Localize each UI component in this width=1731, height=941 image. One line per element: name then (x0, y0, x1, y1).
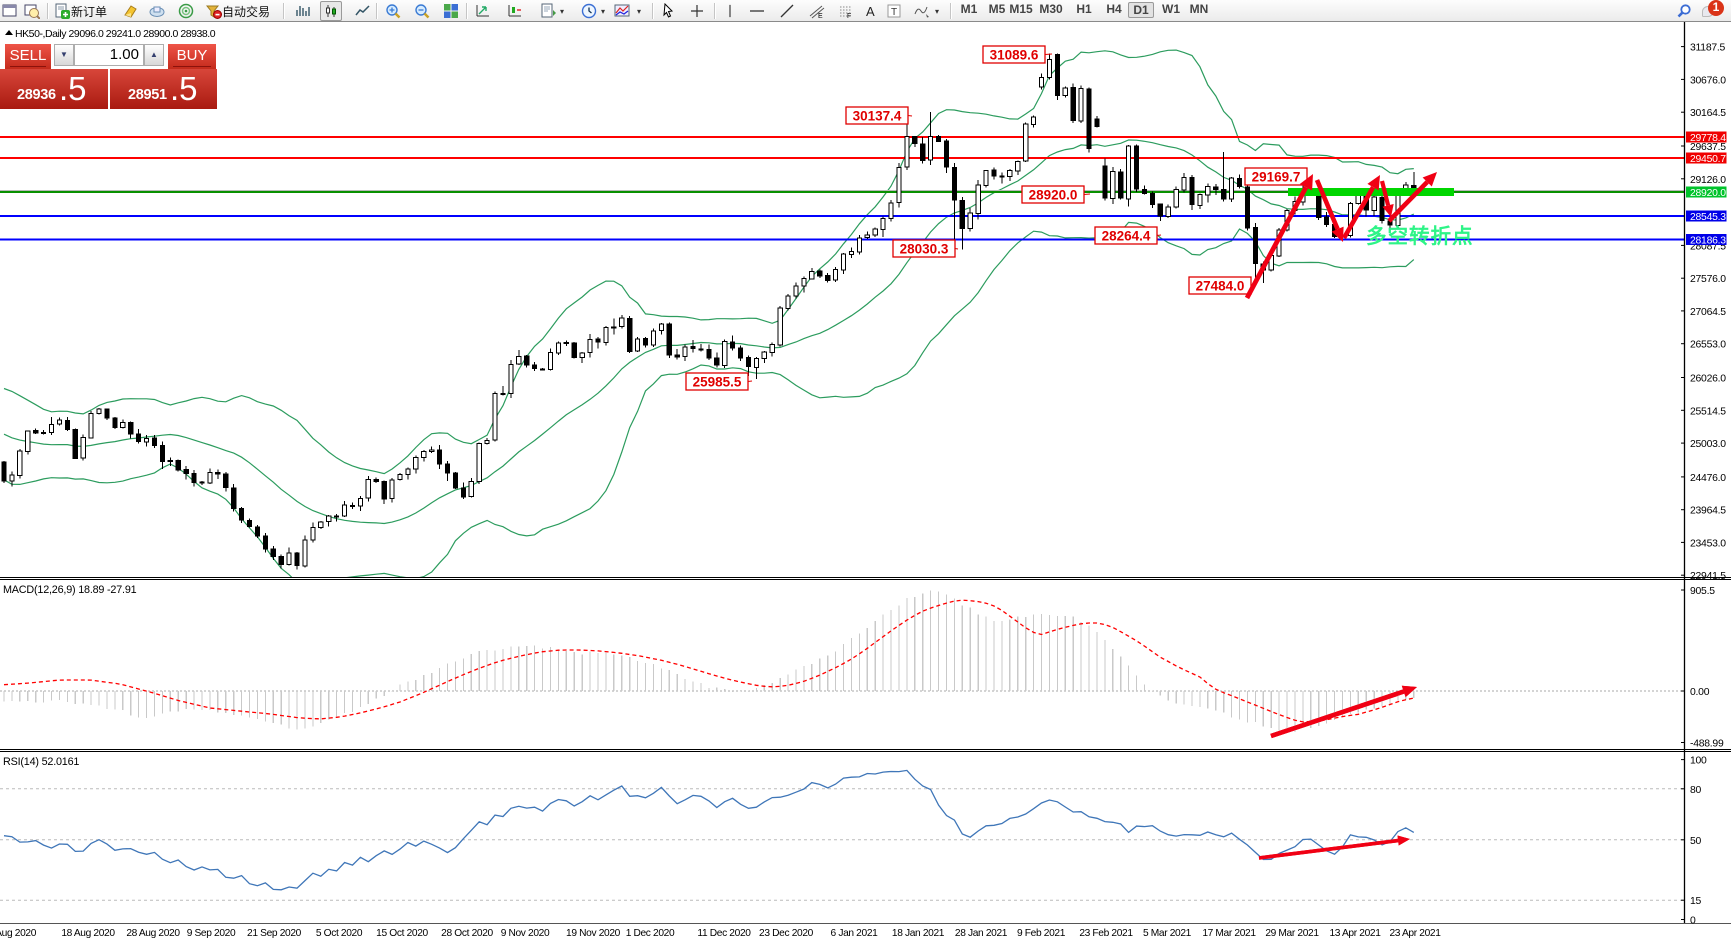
svg-text:29 Mar 2021: 29 Mar 2021 (1265, 928, 1319, 939)
svg-text:9 Sep 2020: 9 Sep 2020 (187, 928, 236, 939)
svg-text:29637.5: 29637.5 (1690, 142, 1726, 153)
svg-text:28264.4: 28264.4 (1102, 229, 1151, 244)
svg-text:28 Oct 2020: 28 Oct 2020 (441, 928, 493, 939)
svg-text:RSI(14) 52.0161: RSI(14) 52.0161 (3, 756, 79, 768)
svg-text:多空转折点: 多空转折点 (1366, 224, 1474, 248)
svg-text:31187.5: 31187.5 (1690, 43, 1726, 54)
svg-text:27484.0: 27484.0 (1196, 279, 1245, 294)
svg-text:5 Oct 2020: 5 Oct 2020 (316, 928, 363, 939)
svg-text:T: T (891, 7, 897, 18)
svg-text:23 Feb 2021: 23 Feb 2021 (1079, 928, 1133, 939)
svg-text:905.5: 905.5 (1690, 586, 1715, 597)
svg-text:28 Aug 2020: 28 Aug 2020 (126, 928, 180, 939)
svg-text:23 Dec 2020: 23 Dec 2020 (759, 928, 814, 939)
svg-text:28920.0: 28920.0 (1690, 188, 1726, 199)
svg-text:29450.7: 29450.7 (1690, 154, 1726, 165)
svg-text:23964.5: 23964.5 (1690, 506, 1726, 517)
svg-text:HK50-,Daily 29096.0 29241.0 2: HK50-,Daily 29096.0 29241.0 28900.0 2893… (15, 28, 216, 40)
svg-text:21 Sep 2020: 21 Sep 2020 (247, 928, 302, 939)
svg-text:25985.5: 25985.5 (693, 375, 742, 390)
svg-text:F: F (847, 13, 851, 19)
svg-text:-488.99: -488.99 (1690, 739, 1724, 750)
svg-text:13 Apr 2021: 13 Apr 2021 (1329, 928, 1381, 939)
svg-text:23453.0: 23453.0 (1690, 538, 1726, 549)
svg-text:100: 100 (1690, 756, 1707, 767)
svg-text:28920.0: 28920.0 (1029, 188, 1078, 203)
svg-text:MACD(12,26,9) 18.89 -27.91: MACD(12,26,9) 18.89 -27.91 (3, 584, 137, 596)
svg-text:0: 0 (1690, 916, 1696, 927)
svg-text:28545.3: 28545.3 (1690, 212, 1726, 223)
svg-text:9 Nov 2020: 9 Nov 2020 (501, 928, 550, 939)
svg-text:80: 80 (1690, 785, 1702, 796)
svg-text:6 Jan 2021: 6 Jan 2021 (831, 928, 879, 939)
svg-text:29778.4: 29778.4 (1690, 133, 1726, 144)
svg-text:0.00: 0.00 (1690, 687, 1710, 698)
svg-text:30676.0: 30676.0 (1690, 75, 1726, 86)
svg-text:28186.3: 28186.3 (1690, 236, 1726, 247)
svg-text:30164.5: 30164.5 (1690, 108, 1726, 119)
svg-text:5 Mar 2021: 5 Mar 2021 (1143, 928, 1192, 939)
svg-text:24476.0: 24476.0 (1690, 473, 1726, 484)
svg-text:15: 15 (1690, 896, 1702, 907)
svg-text:28030.3: 28030.3 (900, 242, 949, 257)
svg-text:27064.5: 27064.5 (1690, 307, 1726, 318)
svg-text:25514.5: 25514.5 (1690, 406, 1726, 417)
svg-text:18 Aug 2020: 18 Aug 2020 (61, 928, 115, 939)
svg-text:28087.5: 28087.5 (1690, 241, 1726, 252)
svg-text:25003.0: 25003.0 (1690, 439, 1726, 450)
svg-text:6 Aug 2020: 6 Aug 2020 (0, 928, 37, 939)
svg-text:1 Dec 2020: 1 Dec 2020 (626, 928, 675, 939)
svg-text:26026.0: 26026.0 (1690, 374, 1726, 385)
svg-text:23 Apr 2021: 23 Apr 2021 (1389, 928, 1441, 939)
svg-text:26553.0: 26553.0 (1690, 340, 1726, 351)
svg-text:17 Mar 2021: 17 Mar 2021 (1202, 928, 1256, 939)
svg-text:30137.4: 30137.4 (853, 109, 902, 124)
svg-text:E: E (818, 13, 823, 19)
svg-text:28 Jan 2021: 28 Jan 2021 (955, 928, 1008, 939)
svg-text:27576.0: 27576.0 (1690, 274, 1726, 285)
svg-text:19 Nov 2020: 19 Nov 2020 (566, 928, 621, 939)
svg-text:11 Dec 2020: 11 Dec 2020 (697, 928, 751, 939)
svg-text:31089.6: 31089.6 (990, 48, 1039, 63)
svg-text:15 Oct 2020: 15 Oct 2020 (376, 928, 428, 939)
svg-text:22941.5: 22941.5 (1690, 571, 1726, 582)
svg-text:50: 50 (1690, 836, 1702, 847)
svg-text:29126.0: 29126.0 (1690, 175, 1726, 186)
svg-text:18 Jan 2021: 18 Jan 2021 (892, 928, 945, 939)
svg-text:29169.7: 29169.7 (1252, 170, 1301, 185)
svg-text:9 Feb 2021: 9 Feb 2021 (1017, 928, 1066, 939)
